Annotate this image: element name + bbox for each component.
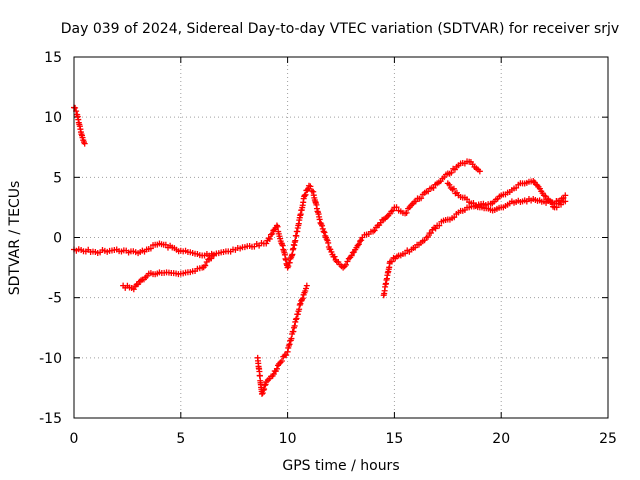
- data-point-marker: [371, 227, 378, 234]
- series-group: [71, 104, 88, 147]
- data-point-marker: [260, 387, 267, 394]
- data-point-marker: [273, 365, 280, 372]
- series-group: [444, 180, 569, 214]
- data-point-marker: [331, 253, 338, 260]
- data-point-marker: [355, 241, 362, 248]
- x-tick-label: 10: [279, 431, 297, 447]
- data-point-marker: [446, 181, 453, 188]
- series-group: [120, 252, 216, 293]
- data-point-marker: [393, 204, 400, 211]
- data-point-marker: [301, 192, 308, 199]
- axis-ticks: 0 5 10 15 20 25 -15 -10 -5 0 5 10 15: [39, 50, 617, 447]
- data-point-marker: [286, 259, 293, 266]
- data-point-marker: [266, 235, 273, 242]
- data-point-marker: [388, 258, 395, 265]
- y-tick-label: 10: [44, 110, 62, 126]
- data-point-marker: [358, 237, 365, 244]
- data-point-marker: [436, 222, 443, 229]
- data-point-marker: [424, 233, 431, 240]
- data-point-marker: [137, 277, 144, 284]
- data-point-marker: [319, 222, 326, 229]
- data-point-marker: [325, 239, 332, 246]
- grid: [74, 57, 608, 418]
- x-tick-label: 20: [492, 431, 510, 447]
- data-point-marker: [261, 386, 268, 393]
- series-group: [380, 177, 569, 299]
- data-point-marker: [202, 262, 209, 269]
- data-point-marker: [304, 187, 311, 194]
- y-tick-label: 5: [53, 170, 62, 186]
- x-tick-label: 5: [176, 431, 185, 447]
- data-point-marker: [562, 198, 569, 205]
- data-point-marker: [354, 242, 361, 249]
- data-point-marker: [389, 207, 396, 214]
- data-point-marker: [292, 237, 299, 244]
- x-tick-label: 25: [599, 431, 617, 447]
- data-point-marker: [278, 357, 285, 364]
- data-point-marker: [316, 216, 323, 223]
- data-point-marker: [402, 250, 409, 257]
- series-group: [254, 282, 310, 397]
- data-point-marker: [285, 263, 292, 270]
- data-point-marker: [261, 382, 268, 389]
- y-axis-label: SDTVAR / TECUs: [7, 181, 23, 296]
- data-point-marker: [265, 235, 272, 242]
- data-point-marker: [321, 229, 328, 236]
- data-point-marker: [403, 209, 410, 216]
- x-tick-label: 0: [70, 431, 79, 447]
- data-point-marker: [259, 390, 266, 397]
- data-point-marker: [263, 240, 270, 247]
- x-tick-label: 15: [385, 431, 403, 447]
- data-point-marker: [269, 230, 276, 237]
- data-point-marker: [348, 252, 355, 259]
- data-point-marker: [302, 191, 309, 198]
- data-point-marker: [323, 236, 330, 243]
- data-point-marker: [451, 214, 458, 221]
- data-point-marker: [303, 285, 310, 292]
- data-point-marker: [342, 261, 349, 268]
- data-point-marker: [147, 245, 154, 252]
- data-point-marker: [448, 169, 455, 176]
- data-point-marker: [344, 258, 351, 265]
- y-tick-label: -10: [39, 351, 62, 367]
- data-point-marker: [476, 168, 483, 175]
- x-axis-label: GPS time / hours: [282, 458, 399, 474]
- data-points: [71, 104, 569, 397]
- data-point-marker: [356, 238, 363, 245]
- data-point-marker: [320, 228, 327, 235]
- data-point-marker: [72, 104, 79, 111]
- y-tick-label: 15: [44, 50, 62, 66]
- data-point-marker: [81, 140, 88, 147]
- data-point-marker: [303, 282, 310, 289]
- data-point-marker: [297, 300, 304, 307]
- data-point-marker: [267, 231, 274, 238]
- data-point-marker: [428, 230, 435, 237]
- data-point-marker: [270, 371, 277, 378]
- data-point-marker: [553, 204, 560, 211]
- data-point-marker: [450, 185, 457, 192]
- data-point-marker: [328, 248, 335, 255]
- chart-title: Day 039 of 2024, Sidereal Day-to-day VTE…: [61, 21, 619, 37]
- data-point-marker: [299, 295, 306, 302]
- data-point-marker: [513, 184, 520, 191]
- y-tick-label: -15: [39, 411, 62, 427]
- data-point-marker: [542, 193, 549, 200]
- y-tick-label: 0: [53, 231, 62, 247]
- data-point-marker: [283, 352, 290, 359]
- data-point-marker: [430, 184, 437, 191]
- data-point-marker: [562, 192, 569, 199]
- data-point-marker: [418, 195, 425, 202]
- plot-frame: [73, 56, 609, 419]
- data-point-marker: [345, 255, 352, 262]
- data-point-marker: [470, 200, 477, 207]
- data-point-marker: [258, 390, 265, 397]
- data-point-marker: [432, 225, 439, 232]
- y-tick-label: -5: [48, 291, 62, 307]
- data-point-marker: [209, 252, 216, 259]
- data-point-marker: [307, 183, 314, 190]
- series-group: [71, 158, 483, 271]
- data-point-marker: [130, 286, 137, 293]
